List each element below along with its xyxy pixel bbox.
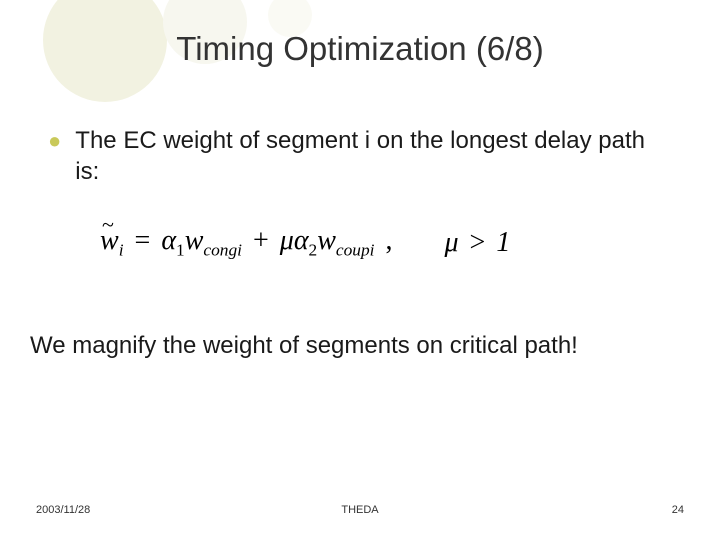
formula-lhs: ~ wi (100, 225, 124, 261)
bullet-item: ● The EC weight of segment i on the long… (48, 125, 672, 187)
footer: 2003/11/28 THEDA 24 (0, 504, 720, 516)
conclusion-text: We magnify the weight of segments on cri… (30, 332, 690, 360)
tilde-accent: ~ (102, 212, 114, 238)
formula-lhs-sub: i (119, 241, 124, 260)
alpha2: α (294, 225, 309, 256)
footer-date: 2003/11/28 (36, 504, 90, 516)
conclusion-area: We magnify the weight of segments on cri… (30, 332, 690, 360)
w-cong: w (185, 225, 204, 256)
footer-center: THEDA (341, 504, 378, 516)
gt-sign: > (466, 227, 490, 258)
formula-condition: μ > 1 (444, 227, 510, 259)
w-coup-sub: coupi (336, 241, 375, 260)
bullet-icon: ● (48, 127, 61, 155)
formula: ~ wi = α1wcongi + μα2wcoupi , μ > 1 (100, 225, 660, 261)
slide-title: Timing Optimization (6/8) (0, 30, 720, 68)
plus-sign: + (249, 225, 273, 256)
alpha2-sub: 2 (309, 241, 318, 260)
equals-sign: = (131, 225, 155, 256)
formula-main: ~ wi = α1wcongi + μα2wcoupi , (100, 225, 396, 261)
mu: μ (444, 227, 458, 258)
footer-page-number: 24 (672, 504, 684, 516)
cond-rhs: 1 (496, 227, 510, 258)
title-area: Timing Optimization (6/8) (0, 30, 720, 68)
body-area: ● The EC weight of segment i on the long… (48, 125, 672, 187)
alpha1-sub: 1 (176, 241, 185, 260)
mu-coef: μ (280, 225, 294, 256)
alpha1: α (161, 225, 176, 256)
formula-term2: μα2wcoupi (280, 225, 375, 256)
w-coup: w (317, 225, 336, 256)
w-cong-sub: congi (203, 241, 242, 260)
formula-term1: α1wcongi (161, 225, 242, 256)
formula-comma: , (381, 225, 396, 256)
bullet-text: The EC weight of segment i on the longes… (75, 125, 672, 187)
